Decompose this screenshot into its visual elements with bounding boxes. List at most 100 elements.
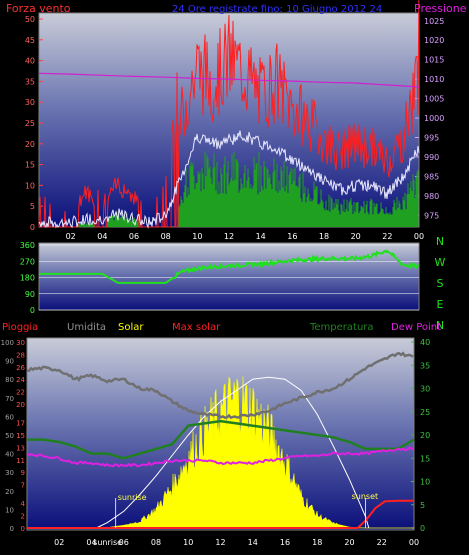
- temperature-tick-label: 20: [420, 431, 430, 440]
- wind-tick-label: 50: [25, 15, 35, 24]
- rain-tick-label: 13: [16, 444, 25, 452]
- pressure-axis-title: Pressione: [414, 2, 467, 15]
- wind-tick-label: 45: [25, 36, 35, 45]
- rain-tick-label: 15: [16, 432, 25, 440]
- pressure-tick-label: 985: [424, 172, 439, 181]
- dew-point-line: [26, 446, 414, 468]
- rain-tick-label: 22: [16, 389, 25, 397]
- wind-tick-label: 20: [25, 140, 35, 149]
- solar-x-tick-label: sunrise: [93, 538, 122, 547]
- humidity-tick-label: 100: [1, 339, 14, 347]
- solar-x-tick-label: 14: [248, 538, 258, 547]
- temperature-tick-label: 25: [420, 408, 430, 417]
- solar-x-tick-label: 22: [377, 538, 387, 547]
- rain-tick-label: 9: [21, 469, 25, 477]
- direction-tick-label: 180: [20, 274, 35, 283]
- temperature-tick-label: 30: [420, 385, 430, 394]
- rain-tick-label: 2: [21, 513, 25, 521]
- wind-x-tick-label: 20: [351, 232, 361, 241]
- legend-entry: Umidita: [67, 322, 106, 333]
- direction-line: [39, 249, 420, 284]
- wind-x-tick-label: 12: [224, 232, 234, 241]
- wind-x-tick-label: 22: [382, 232, 392, 241]
- temperature-tick-label: 10: [420, 478, 430, 487]
- rain-tick-label: 11: [16, 457, 25, 465]
- compass-label: W: [435, 256, 446, 269]
- wind-tick-label: 25: [25, 119, 35, 128]
- rain-tick-label: 17: [16, 420, 25, 428]
- legend-entry: Max solar: [172, 322, 221, 333]
- solar-x-tick-label: 00: [409, 538, 419, 547]
- solar-x-tick-label: 06: [119, 538, 129, 547]
- wind-tick-label: 35: [25, 77, 35, 86]
- wind-x-tick-label: 10: [192, 232, 202, 241]
- humidity-tick-label: 50: [5, 432, 14, 440]
- direction-tick-label: 90: [25, 290, 35, 299]
- humidity-tick-label: 70: [5, 395, 14, 403]
- pressure-line: [38, 72, 420, 88]
- rain-tick-label: 26: [16, 364, 25, 372]
- wind-gust-line: [38, 0, 420, 228]
- humidity-tick-label: 10: [5, 506, 14, 514]
- wind-pressure-panel: 0510152025303540455097598098599099510001…: [6, 0, 467, 241]
- rain-tick-label: 28: [16, 351, 25, 359]
- rain-tick-label: 20: [16, 401, 25, 409]
- sunrise-label: sunrise: [118, 493, 147, 502]
- rain-tick-label: 24: [16, 376, 25, 384]
- legend-entry: Pioggia: [2, 322, 38, 333]
- wind-x-tick-label: 04: [97, 232, 107, 241]
- compass-label: N: [436, 319, 444, 332]
- compass-label: S: [437, 277, 444, 290]
- pressure-tick-label: 1005: [424, 95, 444, 104]
- direction-tick-label: 270: [20, 257, 35, 266]
- humidity-tick-label: 0: [10, 525, 14, 533]
- direction-tick-label: 0: [30, 306, 35, 315]
- solar-x-tick-label: 10: [183, 538, 193, 547]
- pressure-tick-label: 995: [424, 134, 439, 143]
- temperature-tick-label: 35: [420, 361, 430, 370]
- wind-x-tick-label: 06: [129, 232, 139, 241]
- temperature-tick-label: 0: [420, 524, 425, 533]
- compass-label: N: [436, 235, 444, 248]
- wind-x-tick-label: 14: [256, 232, 266, 241]
- humidity-tick-label: 90: [5, 358, 14, 366]
- wind-x-tick-label: 08: [161, 232, 171, 241]
- pressure-tick-label: 1015: [424, 56, 444, 65]
- rain-tick-label: 0: [21, 525, 25, 533]
- pressure-tick-label: 1000: [424, 114, 444, 123]
- rain-line: [27, 499, 414, 529]
- humidity-tick-label: 60: [5, 413, 14, 421]
- solar-x-tick-label: 02: [54, 538, 64, 547]
- temperature-line: [27, 419, 415, 460]
- legend-entry: Temperatura: [309, 322, 374, 333]
- pressure-tick-label: 1010: [424, 75, 444, 84]
- solar-x-tick-label: 12: [215, 538, 225, 547]
- wind-tick-label: 5: [30, 202, 35, 211]
- pressure-tick-label: 980: [424, 192, 439, 201]
- humidity-tick-label: 80: [5, 376, 14, 384]
- humidity-tick-label: 30: [5, 469, 14, 477]
- wind-x-tick-label: 02: [66, 232, 76, 241]
- wind-tick-label: 0: [30, 223, 35, 232]
- rain-tick-label: 30: [16, 339, 25, 347]
- humidity-line: [26, 351, 414, 420]
- pressure-tick-label: 990: [424, 153, 439, 162]
- pressure-tick-label: 1025: [424, 17, 444, 26]
- wind-x-tick-label: 00: [414, 232, 424, 241]
- wind-tick-label: 30: [25, 98, 35, 107]
- legend-entry: Dew Point: [391, 322, 441, 333]
- solar-x-tick-label: 20: [344, 538, 354, 547]
- humidity-tick-label: 20: [5, 488, 14, 496]
- solar-x-tick-label: 18: [312, 538, 322, 547]
- wind-axis-title: Forza vento: [6, 2, 71, 15]
- chart-title: 24 Ore registrate fino: 10 Giugno 2012 2…: [172, 4, 382, 15]
- humidity-tick-label: 40: [5, 451, 14, 459]
- pressure-tick-label: 975: [424, 211, 439, 220]
- max-solar-line: [96, 376, 370, 529]
- solar-x-tick-label: 04: [86, 538, 96, 547]
- wind-x-tick-label: 18: [319, 232, 329, 241]
- rain-tick-label: 4: [21, 500, 26, 508]
